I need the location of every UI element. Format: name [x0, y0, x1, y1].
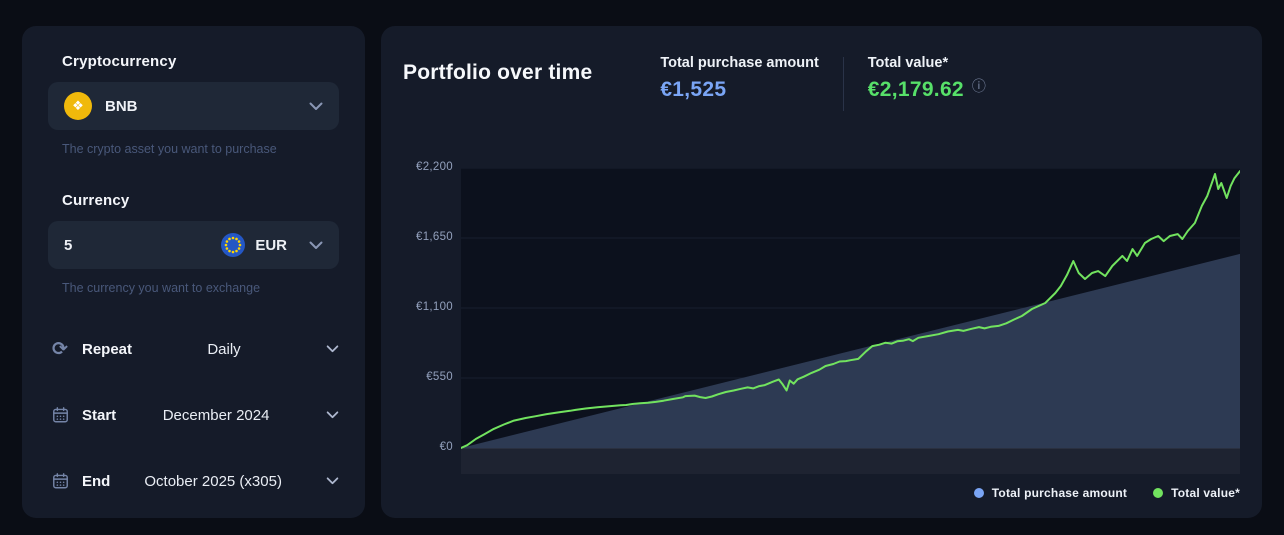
currency-input-group: EUR [48, 221, 339, 269]
dca-settings-panel: Cryptocurrency ❖ BNB The crypto asset yo… [22, 26, 365, 518]
chevron-down-icon [326, 345, 339, 353]
total-value-value: €2,179.62 [867, 78, 964, 101]
total-value-label: Total value* [867, 55, 949, 71]
bnb-icon: ❖ [64, 92, 92, 120]
y-axis-labels: €0 €550 €1,100 €1,650 €2,200 [403, 161, 461, 474]
currency-section-label: Currency [62, 192, 130, 209]
start-value: December 2024 [162, 406, 270, 424]
repeat-icon: ⟳ [52, 338, 68, 360]
chevron-down-icon [309, 241, 323, 249]
y-axis-tick-label: €0 [439, 441, 453, 453]
chart-header: Portfolio over time Total purchase amoun… [403, 55, 1240, 111]
total-value-stat: Total value* €2,179.62 ⓘ [868, 55, 986, 102]
currency-helper-text: The currency you want to exchange [62, 281, 261, 295]
chart-zone: €0 €550 €1,100 €1,650 €2,200 [403, 161, 1240, 474]
crypto-selected-value: BNB [105, 97, 138, 115]
total-purchase-stat: Total purchase amount €1,525 [660, 55, 818, 102]
total-purchase-value: €1,525 [660, 78, 727, 101]
repeat-label: Repeat [82, 340, 133, 358]
legend-label: Total purchase amount [991, 486, 1128, 500]
amount-input[interactable] [64, 236, 174, 254]
y-axis-tick-label: €550 [426, 371, 453, 383]
stats-divider [842, 57, 844, 111]
legend-dot-icon [1153, 488, 1164, 498]
portfolio-chart-svg [461, 168, 1240, 474]
y-axis-tick-label: €1,100 [416, 301, 453, 313]
y-axis-tick-label: €1,650 [416, 231, 453, 243]
currency-code: EUR [255, 236, 287, 254]
legend-item[interactable]: Total purchase amount [973, 486, 1128, 500]
end-row[interactable]: End October 2025 (x305) [48, 469, 339, 493]
y-axis-tick-label: €2,200 [416, 161, 453, 173]
chevron-down-icon [309, 102, 323, 110]
chart-legend: Total purchase amount Total value* [403, 486, 1240, 500]
eu-flag-icon [221, 233, 246, 257]
calendar-icon [48, 405, 72, 425]
legend-item[interactable]: Total value* [1153, 486, 1240, 500]
chart-title: Portfolio over time [403, 61, 593, 84]
crypto-helper-text: The crypto asset you want to purchase [62, 142, 277, 156]
start-label: Start [82, 406, 117, 424]
cryptocurrency-section-label: Cryptocurrency [62, 53, 177, 70]
calendar-icon [48, 471, 72, 491]
legend-dot-icon [973, 488, 984, 498]
legend-label: Total value* [1171, 486, 1240, 500]
end-label: End [82, 472, 111, 490]
crypto-select[interactable]: ❖ BNB [48, 82, 339, 130]
chevron-down-icon [326, 477, 339, 485]
info-icon[interactable]: ⓘ [971, 78, 987, 94]
chevron-down-icon [326, 411, 339, 419]
repeat-row[interactable]: ⟳ Repeat Daily [48, 337, 339, 361]
end-value: October 2025 (x305) [144, 472, 282, 490]
repeat-value: Daily [207, 340, 241, 358]
start-row[interactable]: Start December 2024 [48, 403, 339, 427]
total-purchase-label: Total purchase amount [660, 55, 819, 71]
currency-select[interactable]: EUR [221, 233, 323, 257]
portfolio-chart-card: Portfolio over time Total purchase amoun… [381, 26, 1262, 518]
plot-area[interactable] [461, 168, 1240, 474]
